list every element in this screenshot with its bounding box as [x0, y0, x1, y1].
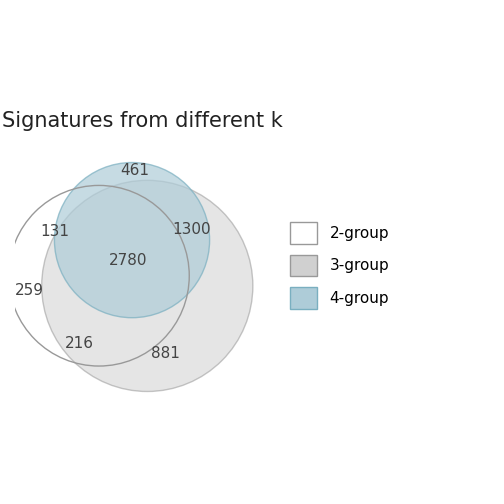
Legend: 2-group, 3-group, 4-group: 2-group, 3-group, 4-group — [282, 215, 397, 317]
Text: 216: 216 — [66, 336, 94, 351]
Circle shape — [54, 162, 210, 318]
Text: 2780: 2780 — [109, 253, 148, 268]
Text: 259: 259 — [15, 283, 43, 298]
Text: 881: 881 — [151, 346, 179, 361]
Text: 131: 131 — [40, 224, 69, 239]
Circle shape — [42, 180, 253, 392]
Title: Signatures from different k: Signatures from different k — [2, 111, 283, 131]
Text: 461: 461 — [120, 163, 150, 177]
Text: 1300: 1300 — [172, 222, 211, 237]
